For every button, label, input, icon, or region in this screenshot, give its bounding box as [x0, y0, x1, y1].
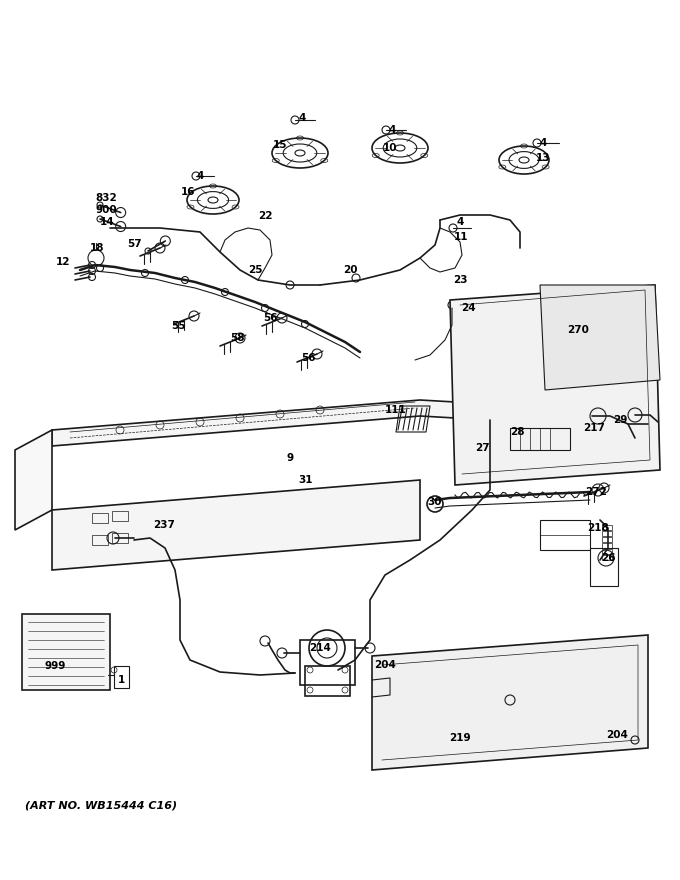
Bar [92, 535, 108, 545]
Bar [92, 513, 108, 523]
Text: 4: 4 [299, 113, 306, 123]
Text: 219: 219 [449, 733, 471, 743]
Text: 28: 28 [510, 427, 524, 437]
Text: 204: 204 [606, 730, 628, 740]
Text: 55: 55 [171, 321, 185, 331]
Text: 56: 56 [262, 313, 277, 323]
Polygon shape [372, 635, 648, 770]
Polygon shape [450, 285, 660, 485]
Text: 237: 237 [153, 520, 175, 530]
Bar [305, 666, 350, 696]
Bar [602, 549, 612, 554]
Text: 58: 58 [230, 333, 244, 343]
Polygon shape [15, 430, 52, 530]
Text: 4: 4 [197, 171, 204, 181]
Text: 25: 25 [248, 265, 262, 275]
Text: 218: 218 [587, 523, 609, 533]
Bar [114, 666, 129, 688]
Text: 23: 23 [453, 275, 467, 285]
Bar [602, 555, 612, 560]
Text: 57: 57 [126, 239, 141, 249]
Polygon shape [52, 480, 420, 570]
Polygon shape [540, 285, 660, 390]
Text: 4: 4 [388, 125, 396, 135]
Text: 10: 10 [383, 143, 397, 153]
Text: 12: 12 [56, 257, 70, 267]
Text: 26: 26 [600, 553, 615, 563]
Text: 16: 16 [181, 187, 195, 197]
Text: 217: 217 [583, 423, 605, 433]
Text: 111: 111 [385, 405, 407, 415]
Text: 56: 56 [301, 353, 316, 363]
Bar [300, 640, 355, 685]
Text: 22: 22 [258, 211, 272, 221]
Bar [602, 537, 612, 542]
Bar [112, 511, 128, 521]
Text: 27: 27 [475, 443, 490, 453]
Text: 214: 214 [309, 643, 331, 653]
Bar [510, 428, 570, 450]
Text: 30: 30 [428, 497, 442, 507]
Text: 204: 204 [374, 660, 396, 670]
Text: 13: 13 [536, 153, 550, 163]
Bar [602, 525, 612, 530]
Text: 1: 1 [118, 675, 124, 685]
Text: 900: 900 [95, 205, 117, 215]
Text: 20: 20 [343, 265, 357, 275]
Bar [540, 520, 590, 550]
Text: 11: 11 [454, 232, 469, 242]
Polygon shape [22, 614, 110, 690]
Text: 29: 29 [613, 415, 627, 425]
Text: 24: 24 [460, 303, 475, 313]
Text: 9: 9 [286, 453, 294, 463]
Bar [602, 543, 612, 548]
Text: 14: 14 [100, 217, 114, 227]
Text: 31: 31 [299, 475, 313, 485]
Text: 18: 18 [90, 243, 104, 253]
Text: 272: 272 [585, 487, 607, 497]
Text: 832: 832 [95, 193, 117, 203]
Text: 4: 4 [456, 217, 464, 227]
Polygon shape [52, 400, 455, 446]
Text: 270: 270 [567, 325, 589, 335]
Text: 4: 4 [539, 138, 547, 148]
Text: (ART NO. WB15444 C16): (ART NO. WB15444 C16) [25, 800, 177, 810]
Bar [112, 533, 128, 543]
Bar [602, 531, 612, 536]
Bar [590, 548, 618, 586]
Text: 15: 15 [273, 140, 287, 150]
Text: 999: 999 [44, 661, 66, 671]
